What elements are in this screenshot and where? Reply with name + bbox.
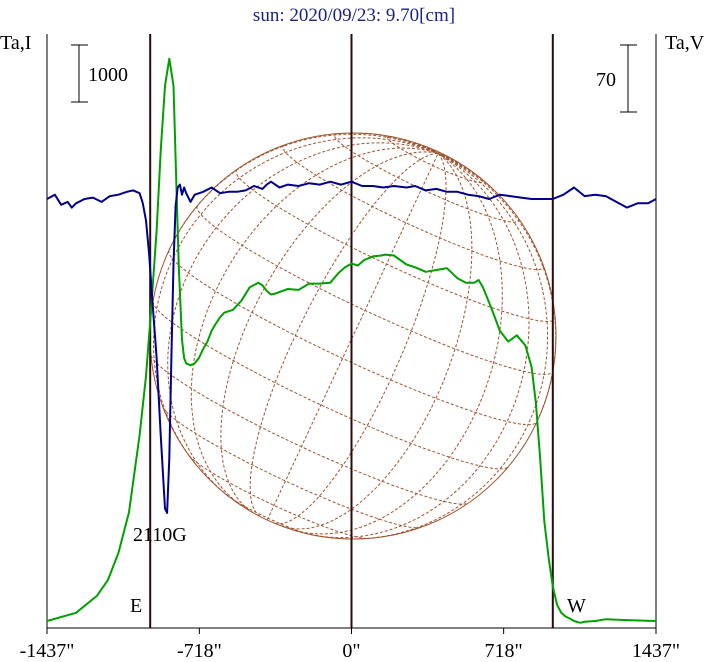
- scale-bar-ta-v: [620, 44, 637, 113]
- longitude-line: [356, 152, 549, 540]
- x-tick-label: 0": [342, 640, 360, 662]
- x-tick-label: 1437": [632, 640, 680, 662]
- x-axis-ticks: [46, 628, 657, 634]
- latitude-line: [168, 250, 538, 426]
- longitude-line: [310, 152, 530, 539]
- longitude-line: [281, 153, 473, 530]
- left-scale-label: 1000: [88, 64, 128, 86]
- latitude-line: [196, 205, 554, 375]
- longitude-line: [274, 153, 447, 525]
- right-scale-label: 70: [596, 69, 616, 91]
- longitude-line: [249, 152, 439, 517]
- longitude-line: [437, 152, 557, 422]
- scale-bar-ta-i: [71, 44, 88, 103]
- longitude-line: [167, 142, 439, 497]
- east-label: E: [130, 595, 142, 617]
- latitude-line: [162, 407, 421, 529]
- longitude-line: [438, 152, 444, 155]
- right-axis-label: Ta,V: [665, 32, 705, 54]
- x-tick-labels: -1437" -718" 0" 718" 1437": [20, 640, 681, 662]
- series-line-ta-v: [46, 180, 657, 514]
- series-layer: [46, 57, 657, 624]
- left-axis-label: Ta,I: [0, 32, 31, 54]
- longitude-line: [190, 147, 439, 506]
- spot-label: 2110G: [133, 524, 187, 546]
- x-tick-label: 718": [485, 640, 523, 662]
- latitude-line: [152, 301, 509, 470]
- longitude-line: [433, 149, 439, 154]
- longitude-line: [437, 152, 505, 201]
- west-label: W: [567, 595, 586, 617]
- solar-disk-grid: [149, 132, 557, 540]
- latitude-line: [150, 355, 469, 505]
- longitude-line: [168, 133, 439, 251]
- chart-title: sun: 2020/09/23: 9.70[cm]: [253, 5, 455, 26]
- x-tick-label: -1437": [20, 640, 75, 662]
- latitude-line: [188, 455, 367, 539]
- series-line-ta-i: [46, 57, 657, 624]
- longitude-line: [295, 152, 503, 535]
- longitude-line: [438, 152, 459, 164]
- x-tick-label: -718": [177, 640, 222, 662]
- longitude-line: [438, 152, 449, 158]
- longitude-line: [220, 151, 439, 514]
- longitude-line: [266, 153, 439, 521]
- longitude-line: [359, 132, 439, 154]
- scale-bars: [71, 44, 637, 113]
